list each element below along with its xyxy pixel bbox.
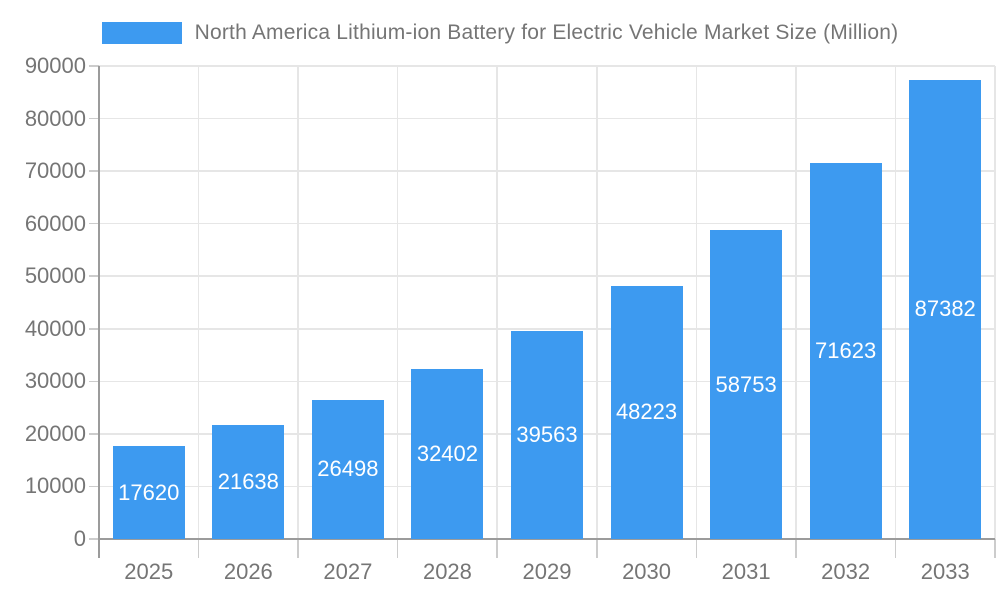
bar bbox=[610, 285, 683, 539]
x-axis-label: 2025 bbox=[124, 559, 174, 584]
y-grid-line bbox=[99, 65, 995, 67]
x-axis-label: 2031 bbox=[721, 559, 771, 584]
v-grid-line bbox=[894, 66, 897, 539]
bar bbox=[112, 446, 185, 539]
bar bbox=[909, 79, 982, 539]
y-axis-label: 40000 bbox=[24, 315, 86, 341]
y-axis-label: 60000 bbox=[24, 210, 86, 236]
y-axis-label: 20000 bbox=[24, 420, 86, 446]
y-grid-line bbox=[99, 170, 995, 172]
chart-title: North America Lithium-ion Battery for El… bbox=[194, 21, 899, 44]
y-axis-line bbox=[98, 66, 100, 558]
bar-value-label: 26498 bbox=[317, 456, 379, 482]
v-grid-line bbox=[297, 66, 299, 539]
x-axis-label: 2033 bbox=[920, 559, 970, 584]
legend-swatch bbox=[101, 22, 182, 44]
x-axis-label: 2026 bbox=[223, 559, 273, 584]
x-tick bbox=[197, 539, 200, 558]
v-grid-line bbox=[496, 66, 498, 539]
y-axis-label: 70000 bbox=[24, 158, 86, 184]
y-tick bbox=[89, 538, 99, 540]
v-grid-line bbox=[795, 66, 797, 539]
v-grid-line bbox=[396, 66, 399, 539]
bar-value-label: 58753 bbox=[715, 371, 777, 397]
x-tick bbox=[297, 539, 299, 558]
y-tick bbox=[89, 380, 99, 383]
x-axis-line bbox=[99, 538, 995, 540]
bar-value-label: 32402 bbox=[416, 440, 479, 466]
legend: North America Lithium-ion Battery for El… bbox=[0, 21, 1000, 45]
x-tick bbox=[994, 539, 996, 558]
y-axis-label: 90000 bbox=[24, 53, 86, 78]
bar-value-label: 17620 bbox=[118, 479, 180, 505]
y-tick bbox=[89, 170, 99, 172]
y-grid-line bbox=[99, 117, 995, 120]
v-grid-line bbox=[994, 66, 996, 539]
y-grid-line bbox=[99, 275, 995, 277]
bar bbox=[212, 425, 285, 539]
x-axis-label: 2032 bbox=[821, 559, 871, 584]
bar bbox=[411, 368, 484, 539]
x-axis-label: 2028 bbox=[422, 559, 472, 584]
x-tick bbox=[496, 539, 498, 558]
x-tick bbox=[396, 539, 399, 558]
y-axis-label: 30000 bbox=[24, 368, 86, 394]
y-tick bbox=[89, 275, 99, 277]
x-axis-label: 2027 bbox=[323, 559, 373, 584]
bar bbox=[809, 162, 882, 539]
y-grid-line bbox=[99, 222, 995, 225]
y-grid-line bbox=[99, 328, 995, 330]
y-tick bbox=[89, 65, 99, 67]
y-tick bbox=[89, 433, 99, 435]
x-tick bbox=[695, 539, 698, 558]
bar bbox=[511, 331, 583, 539]
y-axis-label: 50000 bbox=[24, 263, 86, 289]
y-axis-label: 10000 bbox=[24, 473, 86, 499]
x-axis-label: 2030 bbox=[622, 559, 672, 584]
y-tick bbox=[89, 222, 99, 225]
bar-value-label: 87382 bbox=[914, 296, 976, 322]
x-tick bbox=[596, 539, 598, 558]
bar-value-label: 71623 bbox=[815, 337, 877, 363]
y-axis-label: 0 bbox=[73, 526, 86, 551]
x-tick bbox=[795, 539, 797, 558]
v-grid-line bbox=[695, 66, 698, 539]
bar-value-label: 21638 bbox=[217, 469, 279, 495]
y-tick bbox=[89, 117, 99, 120]
y-axis-label: 80000 bbox=[24, 105, 86, 131]
y-tick bbox=[89, 328, 99, 330]
v-grid-line bbox=[596, 66, 598, 539]
v-grid-line bbox=[197, 66, 200, 539]
x-tick bbox=[894, 539, 897, 558]
y-tick bbox=[89, 485, 99, 488]
bar-value-label: 48223 bbox=[615, 399, 678, 425]
bar-value-label: 39563 bbox=[516, 422, 578, 448]
bar bbox=[710, 230, 783, 539]
bar bbox=[311, 399, 384, 539]
x-axis-label: 2029 bbox=[522, 559, 572, 584]
